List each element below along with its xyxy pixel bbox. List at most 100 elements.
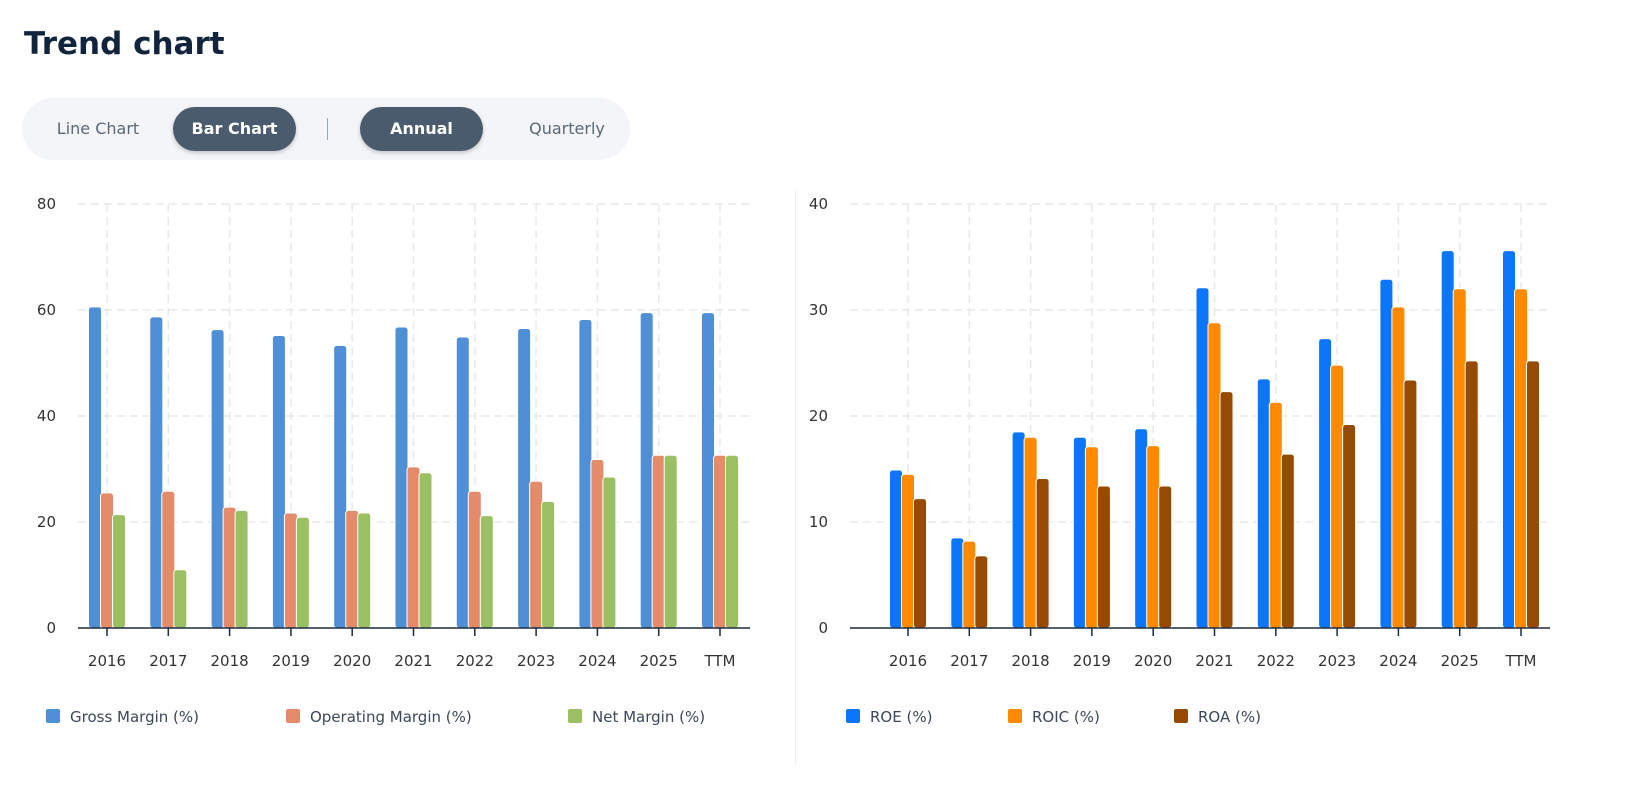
x-tick-label: 2023: [517, 652, 555, 670]
bar-operating-margin-2021: [406, 466, 421, 629]
bar-net-margin-2017: [173, 569, 188, 629]
x-tick-label: 2017: [950, 652, 988, 670]
bar-net-margin-2025: [663, 454, 678, 629]
bar-roic-2024: [1391, 306, 1406, 629]
bar-operating-margin-2024: [590, 458, 605, 629]
legend-label: Operating Margin (%): [310, 708, 472, 726]
bar-gross-margin-TTM: [701, 312, 715, 629]
bar-roe-2022: [1256, 378, 1271, 629]
bar-net-margin-2018: [234, 509, 249, 629]
bar-roe-2023: [1318, 338, 1333, 629]
bar-roe-2024: [1379, 278, 1394, 629]
chart-divider: [795, 190, 796, 765]
x-tick-label: 2017: [149, 652, 187, 670]
y-tick-label: 20: [37, 513, 56, 531]
bar-roa-2017: [974, 555, 989, 629]
x-tick-label: 2016: [889, 652, 927, 670]
bar-roa-TTM: [1526, 360, 1540, 629]
bar-roe-TTM: [1502, 250, 1516, 629]
x-tick-label: 2025: [640, 652, 678, 670]
bar-gross-margin-2019: [271, 334, 286, 629]
bar-roic-2023: [1330, 364, 1345, 629]
x-tick-label: 2020: [333, 652, 371, 670]
bar-net-margin-2019: [295, 516, 310, 629]
bar-roic-2016: [901, 473, 915, 629]
bar-roic-2019: [1084, 446, 1099, 629]
x-tick-label: 2022: [456, 652, 494, 670]
bar-gross-margin-2024: [578, 319, 593, 629]
legend-swatch: [286, 709, 300, 723]
x-tick-label: 2021: [1195, 652, 1233, 670]
bar-net-margin-2024: [602, 476, 617, 629]
legend-swatch: [846, 709, 860, 723]
bar-roe-2017: [950, 537, 965, 629]
bar-roa-2023: [1342, 423, 1357, 629]
bar-operating-margin-2018: [222, 506, 237, 629]
bar-net-margin-2016: [112, 514, 126, 629]
bar-net-margin-2022: [479, 515, 494, 629]
bar-net-margin-2023: [541, 500, 556, 629]
bar-roe-2025: [1440, 250, 1455, 629]
bar-roa-2019: [1096, 485, 1111, 629]
bar-roic-2021: [1207, 322, 1222, 629]
legend-label: Net Margin (%): [592, 708, 705, 726]
chart-1: 0 20 40 60 80 2016 2017 2018 2019 2020 2021 2022 202…: [37, 195, 750, 726]
legend-swatch: [568, 709, 582, 723]
bar-roa-2021: [1219, 391, 1234, 629]
y-tick-label: 10: [809, 513, 828, 531]
bar-roic-TTM: [1514, 288, 1528, 629]
x-tick-label: 2021: [394, 652, 432, 670]
legend-swatch: [1174, 709, 1188, 723]
bar-roa-2022: [1280, 453, 1295, 629]
y-tick-label: 0: [46, 619, 56, 637]
page-title: Trend chart: [24, 26, 225, 62]
bar-operating-margin-2022: [467, 490, 482, 629]
bar-operating-margin-2020: [345, 509, 360, 629]
x-tick-label: 2019: [1073, 652, 1111, 670]
x-tick-label: 2019: [272, 652, 310, 670]
x-tick-label: 2025: [1441, 652, 1479, 670]
bar-roa-2024: [1403, 379, 1418, 629]
y-tick-label: 0: [818, 619, 828, 637]
x-tick-label: 2018: [1012, 652, 1050, 670]
bar-chart-button[interactable]: Bar Chart: [173, 107, 296, 151]
bar-gross-margin-2025: [639, 312, 654, 629]
legend-label: ROIC (%): [1032, 708, 1100, 726]
bar-gross-margin-2022: [455, 336, 470, 629]
bar-operating-margin-2025: [651, 454, 666, 629]
y-tick-label: 60: [37, 301, 56, 319]
x-tick-label: 2024: [1379, 652, 1417, 670]
bar-roic-2025: [1452, 288, 1467, 629]
x-tick-label: TTM: [1504, 652, 1536, 670]
bar-roe-2018: [1011, 431, 1026, 629]
x-tick-label: 2016: [88, 652, 126, 670]
x-tick-label: 2023: [1318, 652, 1356, 670]
bar-gross-margin-2020: [333, 345, 348, 629]
toggle-separator: [327, 118, 328, 140]
bar-net-margin-2021: [418, 472, 433, 629]
y-tick-label: 20: [809, 407, 828, 425]
bar-operating-margin-2016: [100, 492, 114, 629]
legend-label: ROA (%): [1198, 708, 1261, 726]
x-tick-label: 2020: [1134, 652, 1172, 670]
bar-net-margin-TTM: [725, 454, 739, 629]
bar-roic-2017: [962, 540, 977, 629]
bar-roe-2016: [889, 469, 903, 629]
legend-label: ROE (%): [870, 708, 932, 726]
bar-gross-margin-2023: [517, 328, 532, 629]
bar-roe-2021: [1195, 287, 1210, 629]
line-chart-button[interactable]: Line Chart: [56, 119, 140, 138]
y-tick-label: 40: [809, 195, 828, 213]
y-tick-label: 80: [37, 195, 56, 213]
bar-gross-margin-2016: [88, 306, 102, 629]
quarterly-button[interactable]: Quarterly: [529, 119, 605, 138]
chart-toggle-group: Line Chart Bar Chart Annual Quarterly: [22, 98, 630, 160]
bar-roe-2019: [1072, 436, 1087, 629]
bar-roa-2020: [1158, 485, 1173, 629]
annual-button[interactable]: Annual: [360, 107, 483, 151]
bar-gross-margin-2017: [149, 316, 164, 629]
bar-operating-margin-2019: [283, 512, 298, 629]
bar-roa-2025: [1464, 360, 1479, 629]
chart-2: 0 10 20 30 40 2016 2017 2018 2019 2020 2021 2022 202…: [809, 195, 1550, 726]
